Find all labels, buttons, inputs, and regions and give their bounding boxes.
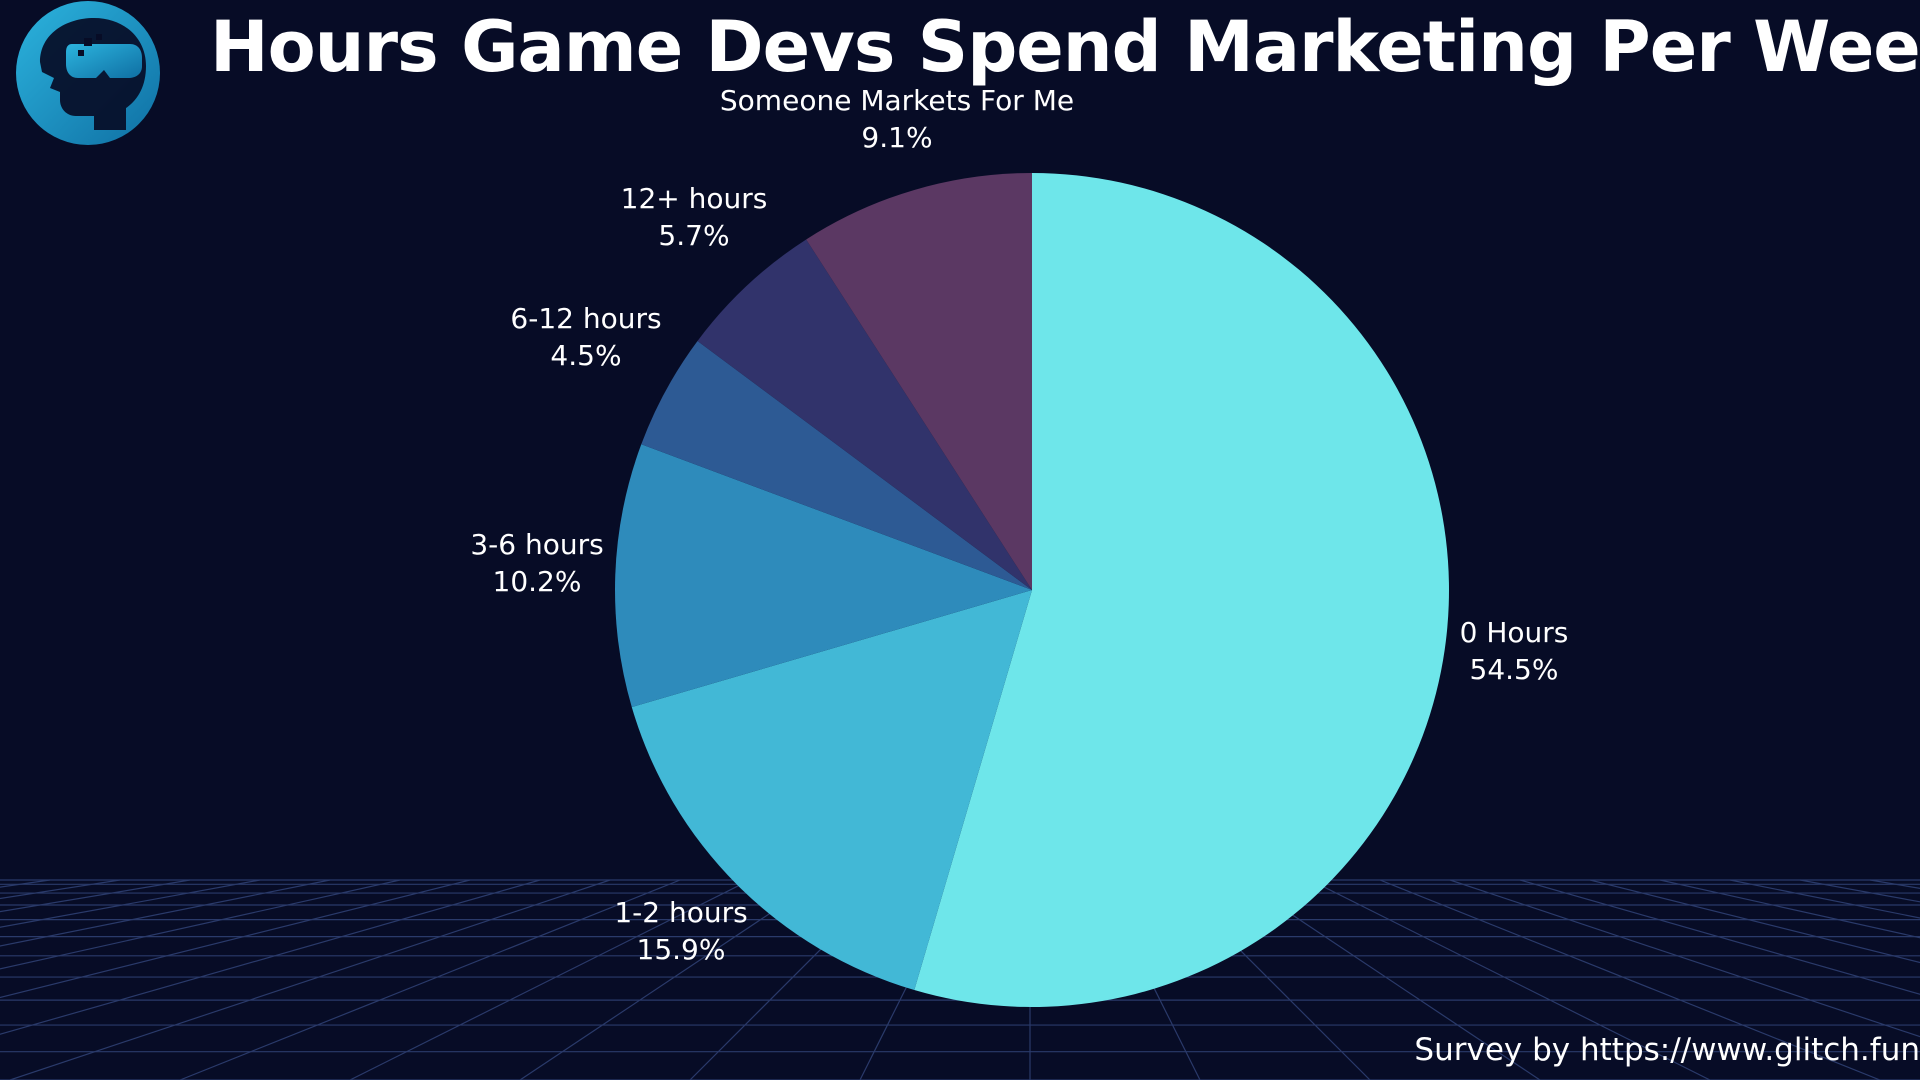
survey-credit: Survey by https://www.glitch.fun [1414, 1032, 1920, 1068]
pie-slice [631, 590, 1032, 991]
grid-line [1519, 879, 1920, 995]
grid-line [1449, 879, 1920, 1038]
grid-line [1729, 879, 1920, 919]
grid-line [179, 879, 681, 1080]
slice-label: 3-6 hours [470, 528, 603, 561]
slice-label: 0 Hours [1460, 616, 1569, 649]
pie-slice [641, 340, 1032, 590]
pie-slice [806, 173, 1032, 590]
slice-percent-label: 15.9% [637, 933, 726, 966]
slice-percent-label: 10.2% [493, 565, 582, 598]
grid-line [0, 879, 541, 1035]
grid-line [1659, 879, 1920, 939]
pie-slice [615, 444, 1032, 708]
grid-line [1309, 879, 1711, 1080]
pie-labels: 0 Hours 54.5% 1-2 hours 15.9% 3-6 hours 10.2%… [470, 84, 1568, 966]
pie-slice [697, 239, 1032, 590]
vr-headset-head-icon [16, 1, 160, 145]
chart-title: Hours Game Devs Spend Marketing Per Week [210, 6, 1920, 88]
slice-percent-label: 54.5% [1470, 653, 1559, 686]
grid-line [1589, 879, 1920, 964]
grid-line [0, 879, 331, 947]
slice-percent-label: 4.5% [550, 339, 621, 372]
slice-label: 12+ hours [621, 182, 768, 215]
grid-line [0, 879, 471, 999]
pie-slice [914, 173, 1449, 1007]
slice-label: Someone Markets For Me [720, 84, 1074, 117]
grid-line [0, 879, 401, 970]
slice-label: 1-2 hours [614, 896, 747, 929]
slice-percent-label: 5.7% [658, 219, 729, 252]
grid-line [0, 879, 261, 928]
grid-line [349, 879, 751, 1080]
pie-slices [615, 173, 1449, 1007]
grid-line [9, 879, 611, 1080]
slice-label: 6-12 hours [510, 302, 661, 335]
slice-percent-label: 9.1% [861, 121, 932, 154]
grid-line [1379, 879, 1881, 1080]
